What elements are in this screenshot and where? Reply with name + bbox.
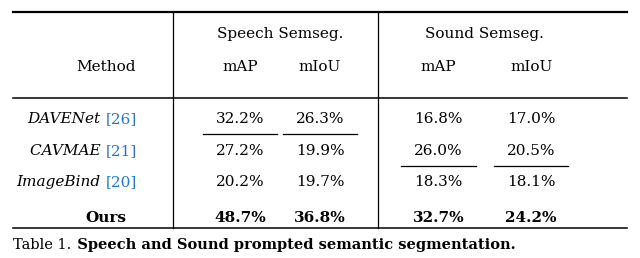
Text: 16.8%: 16.8% (414, 112, 463, 126)
Text: 20.5%: 20.5% (507, 144, 556, 158)
Text: mAP: mAP (420, 60, 456, 74)
Text: 24.2%: 24.2% (506, 211, 557, 225)
Text: 32.2%: 32.2% (216, 112, 264, 126)
Text: Sound Semseg.: Sound Semseg. (426, 27, 544, 41)
Text: Speech Semseg.: Speech Semseg. (217, 27, 343, 41)
Text: 18.1%: 18.1% (507, 175, 556, 189)
Text: [21]: [21] (106, 144, 137, 158)
Text: Ours: Ours (85, 211, 126, 225)
Text: mIoU: mIoU (299, 60, 341, 74)
Text: mAP: mAP (222, 60, 258, 74)
Text: ImageBind: ImageBind (17, 175, 106, 189)
Text: 36.8%: 36.8% (294, 211, 346, 225)
Text: 32.7%: 32.7% (413, 211, 464, 225)
Text: 19.9%: 19.9% (296, 144, 344, 158)
Text: 48.7%: 48.7% (214, 211, 266, 225)
Text: 26.3%: 26.3% (296, 112, 344, 126)
Text: 18.3%: 18.3% (414, 175, 463, 189)
Text: [26]: [26] (106, 112, 137, 126)
Text: Method: Method (76, 60, 135, 74)
Text: DAVENet: DAVENet (28, 112, 106, 126)
Text: Table 1.: Table 1. (13, 238, 71, 252)
Text: 19.7%: 19.7% (296, 175, 344, 189)
Text: 20.2%: 20.2% (216, 175, 264, 189)
Text: 17.0%: 17.0% (507, 112, 556, 126)
Text: 27.2%: 27.2% (216, 144, 264, 158)
Text: Speech and Sound prompted semantic segmentation.: Speech and Sound prompted semantic segme… (67, 238, 516, 252)
Text: mIoU: mIoU (510, 60, 552, 74)
Text: 26.0%: 26.0% (414, 144, 463, 158)
Text: CAVMAE: CAVMAE (30, 144, 106, 158)
Text: [20]: [20] (106, 175, 137, 189)
